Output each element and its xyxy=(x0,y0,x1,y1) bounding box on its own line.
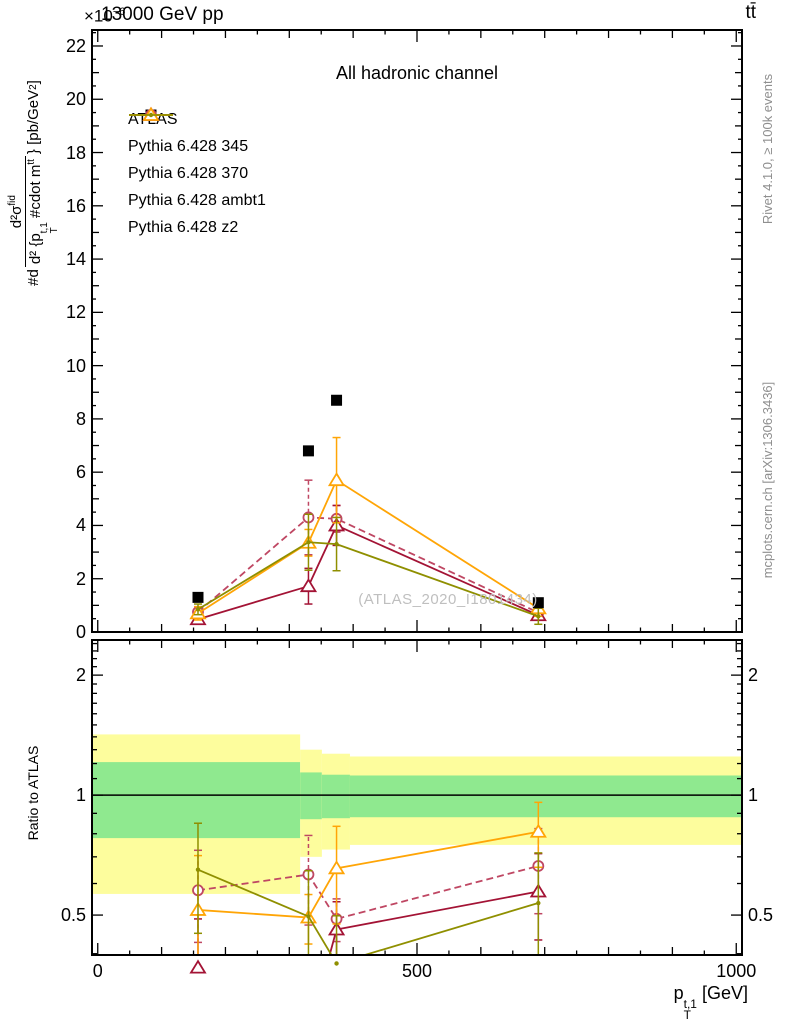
x-tick-label: 500 xyxy=(401,961,433,981)
legend-marker-pythia-z2 xyxy=(129,112,173,118)
ratio-y-tick-label-left: 0.5 xyxy=(60,905,86,926)
data-marker-triangle xyxy=(529,823,547,838)
ratio-y-tick-label-left: 2 xyxy=(75,665,86,686)
main-y-tick-label: 4 xyxy=(75,515,86,536)
ylabel-den-sub: T xyxy=(48,227,60,234)
beam-energy-title: 13000 GeV pp xyxy=(101,4,224,25)
ylabel-den-rest-sup: tt xyxy=(26,159,37,165)
xlabel-units: [GeV] xyxy=(696,983,748,1003)
main-series-atlas-markers xyxy=(192,394,544,609)
y-axis-multiplier: ×10−6 xyxy=(84,6,125,27)
data-marker-dot xyxy=(536,614,541,619)
main-y-tick-label: 20 xyxy=(65,89,86,110)
main-y-tick-label: 12 xyxy=(65,302,86,323)
data-marker-dot xyxy=(195,867,201,872)
x-tick-label: 0 xyxy=(92,961,103,981)
ylabel-units-close: ] xyxy=(24,80,42,85)
ylabel-num-sup: fid xyxy=(7,195,18,206)
data-marker-dot xyxy=(306,914,311,919)
ylabel-units-exp: 2 xyxy=(27,84,39,90)
ratio-series-2-line xyxy=(328,890,539,955)
ratio-y-tick-label-right: 1 xyxy=(748,785,759,806)
data-marker-square xyxy=(532,597,544,609)
ratio-y-tick-label-right: 2 xyxy=(748,665,759,686)
main-y-tick-label: 16 xyxy=(65,195,86,216)
main-y-tick-label: 6 xyxy=(75,462,86,483)
ratio-series-3-line xyxy=(197,830,539,919)
watermark: (ATLAS_2020_I1801434) xyxy=(358,591,538,608)
ylabel-num-base: d²σ xyxy=(8,205,25,229)
multiplier-exponent: −6 xyxy=(112,6,126,18)
ratio-series-4-line xyxy=(197,868,539,955)
main-series-1-line xyxy=(197,516,539,614)
ratio-y-tick-label-right: 0.5 xyxy=(748,905,774,926)
main-series-4-line xyxy=(197,541,539,618)
data-marker-triangle xyxy=(327,860,346,875)
xlabel-sup: t,1 xyxy=(683,997,697,1011)
channel-subtitle: All hadronic channel xyxy=(335,63,499,83)
x-tick-label: 1000 xyxy=(716,961,757,981)
main-y-axis-label: #d d²σfid d² {p t,1 T #cdot mtt } [pb/GeV 2… xyxy=(7,18,60,348)
ratio-uncertainty-bands xyxy=(92,734,742,894)
legend-label-pythia-370: Pythia 6.428 370 xyxy=(128,164,249,182)
data-marker-dot xyxy=(195,607,201,612)
main-series-4-markers xyxy=(195,540,541,619)
ratio-series-2-markers xyxy=(189,883,547,974)
axis-ticks xyxy=(92,30,742,955)
legend-item-pythia-345: Pythia 6.428 345 xyxy=(128,109,266,160)
legend-item-pythia-370: Pythia 6.428 370 xyxy=(128,106,266,187)
legend: ATLAS Pythia 6.428 345 Pythia 6.428 370 … xyxy=(128,106,266,241)
main-y-tick-label: 18 xyxy=(65,142,86,163)
data-marker-dot xyxy=(334,961,339,966)
multiplier-base: ×10 xyxy=(84,6,113,26)
legend-label-pythia-345: Pythia 6.428 345 xyxy=(128,137,249,155)
ylabel-numerator: d²σfid xyxy=(7,156,26,268)
ylabel-prefix: #d xyxy=(24,269,42,286)
legend-marker-dot xyxy=(148,112,154,118)
green-band-segment xyxy=(321,774,350,819)
main-y-tick-label: 0 xyxy=(75,622,86,642)
process-label: tt̄ xyxy=(745,2,756,23)
xlabel-base: p xyxy=(673,983,684,1003)
data-marker-triangle xyxy=(189,959,207,974)
main-y-tick-label: 14 xyxy=(65,249,86,270)
green-band-segment xyxy=(92,762,301,839)
legend-item-pythia-z2: Pythia 6.428 z2 xyxy=(128,112,266,241)
ratio-series-1-line xyxy=(197,865,539,920)
x-axis-label: p t,1 T [GeV] xyxy=(674,983,748,1022)
data-marker-square xyxy=(302,445,314,457)
data-marker-square xyxy=(192,591,204,603)
ylabel-den-subsup: t,1 T xyxy=(39,222,60,234)
main-y-tick-label: 22 xyxy=(65,35,86,56)
data-marker-square xyxy=(331,394,343,406)
rivet-version-note: Rivet 4.1.0, ≥ 100k events xyxy=(760,73,775,225)
xlabel-subsup: t,1 T xyxy=(683,997,697,1023)
data-marker-dot xyxy=(334,541,339,547)
ratio-y-tick-label-left: 1 xyxy=(75,785,86,806)
ratio-series-4-lines xyxy=(193,822,543,955)
ratio-series-4-markers xyxy=(195,867,541,966)
green-band-segment xyxy=(349,775,742,818)
data-marker-triangle xyxy=(299,577,318,593)
main-series-2-line xyxy=(197,524,539,621)
main-y-tick-label: 2 xyxy=(75,568,86,589)
main-series-3-line xyxy=(197,478,539,615)
data-marker-dot xyxy=(306,540,311,545)
ylabel-units: } [pb/GeV xyxy=(24,89,42,155)
main-y-tick-label: 10 xyxy=(65,355,86,376)
legend-label-pythia-z2: Pythia 6.428 z2 xyxy=(128,218,239,236)
data-marker-triangle xyxy=(327,471,346,487)
main-y-tick-label: 8 xyxy=(75,408,86,429)
legend-item-pythia-ambt1: Pythia 6.428 ambt1 xyxy=(128,106,266,214)
mcplots-arxiv-note: mcplots.cern.ch [arXiv:1306.3436] xyxy=(760,381,775,579)
xlabel-sub: T xyxy=(683,1008,691,1023)
legend-label-pythia-ambt1: Pythia 6.428 ambt1 xyxy=(128,191,266,209)
data-marker-dot xyxy=(536,900,541,906)
